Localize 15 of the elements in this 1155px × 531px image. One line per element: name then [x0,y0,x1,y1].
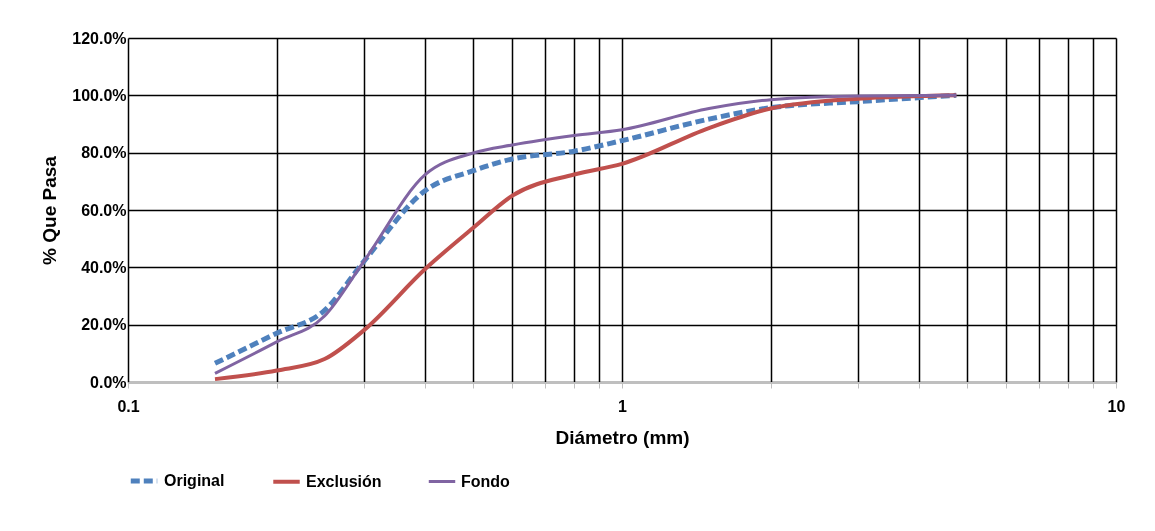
y-tick-label: 60.0% [81,201,127,219]
y-tick-label: 120.0% [72,29,127,47]
y-tick-label: 100.0% [72,86,127,104]
y-tick-label: 40.0% [81,258,127,276]
y-axis-title: % Que Pasa [39,155,61,265]
x-tick-label: 0.1 [117,397,140,415]
legend-label: Original [164,472,225,489]
y-tick-label: 80.0% [81,144,127,162]
x-tick-label: 10 [1107,397,1126,415]
legend-label: Fondo [461,472,511,490]
x-tick-label: 1 [618,397,628,415]
x-axis-title: Diámetro (mm) [555,426,690,448]
y-tick-label: 0.0% [90,373,127,391]
y-tick-label: 20.0% [81,316,127,334]
legend-label: Exclusión [306,472,382,490]
